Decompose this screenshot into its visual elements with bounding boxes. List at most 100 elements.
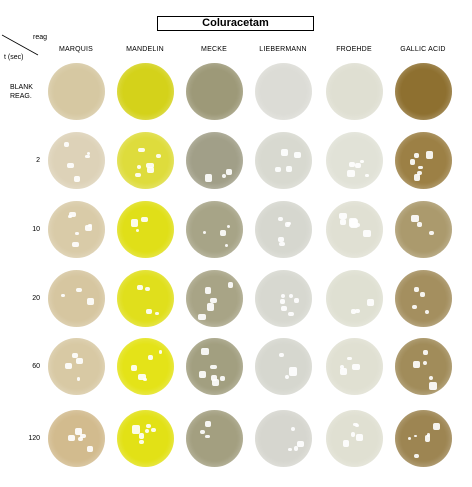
spot-well-mecke-row-4 — [186, 270, 243, 327]
residue-fleck — [131, 364, 137, 371]
residue-fleck — [66, 163, 74, 168]
spot-well-marquis-row-6 — [48, 410, 105, 467]
residue-fleck — [206, 303, 214, 311]
spot-well-mecke-row-6 — [186, 410, 243, 467]
residue-fleck — [290, 426, 296, 432]
residue-fleck — [425, 310, 429, 315]
spot-well-liebermann-row-2 — [255, 132, 312, 189]
residue-fleck — [61, 294, 65, 297]
residue-fleck — [130, 219, 138, 227]
reagent-header-gallic-acid: GALLIC ACID — [400, 46, 446, 53]
residue-fleck — [204, 286, 211, 294]
residue-fleck — [349, 218, 357, 227]
row-label-120-sec: 120 — [28, 435, 40, 442]
residue-fleck — [423, 360, 428, 365]
residue-fleck — [138, 433, 145, 440]
spot-well-marquis-row-4 — [48, 270, 105, 327]
residue-fleck — [147, 355, 153, 360]
residue-fleck — [205, 435, 210, 439]
residue-fleck — [64, 362, 73, 369]
residue-fleck — [225, 169, 232, 175]
residue-fleck — [293, 151, 301, 158]
residue-fleck — [75, 427, 82, 436]
spot-well-mecke-row-2 — [186, 132, 243, 189]
residue-fleck — [343, 440, 350, 447]
spot-well-gallic-acid-row-3 — [395, 201, 452, 258]
residue-fleck — [408, 436, 412, 440]
spot-well-marquis-row-5 — [48, 338, 105, 395]
row-label-2-sec: 2 — [36, 157, 40, 164]
row-label-10-sec: 10 — [32, 226, 40, 233]
spot-well-froehde-row-4 — [326, 270, 383, 327]
residue-fleck — [278, 236, 284, 242]
residue-fleck — [296, 441, 304, 447]
residue-fleck — [429, 381, 437, 390]
residue-fleck — [76, 288, 82, 293]
residue-fleck — [67, 435, 76, 442]
spot-well-liebermann-row-5 — [255, 338, 312, 395]
page-title: Coluracetam — [157, 16, 314, 31]
residue-fleck — [199, 429, 205, 434]
spot-well-liebermann-row-4 — [255, 270, 312, 327]
residue-fleck — [141, 217, 148, 222]
residue-fleck — [355, 433, 364, 441]
spot-well-marquis-row-2 — [48, 132, 105, 189]
residue-fleck — [78, 436, 84, 442]
residue-fleck — [354, 309, 360, 314]
residue-fleck — [425, 435, 431, 442]
spot-well-mandelin-row-5 — [117, 338, 174, 395]
spot-well-froehde-row-2 — [326, 132, 383, 189]
residue-fleck — [80, 433, 86, 438]
residue-fleck — [281, 149, 288, 156]
residue-fleck — [142, 377, 148, 381]
residue-fleck — [75, 232, 79, 236]
residue-fleck — [219, 230, 227, 237]
residue-fleck — [69, 212, 76, 218]
residue-fleck — [277, 216, 283, 222]
residue-fleck — [146, 167, 154, 173]
spot-well-froehde-row-5 — [326, 338, 383, 395]
spot-well-gallic-acid-row-4 — [395, 270, 452, 327]
spot-well-mandelin-row-6 — [117, 410, 174, 467]
residue-fleck — [413, 286, 419, 293]
residue-fleck — [340, 364, 345, 370]
residue-fleck — [414, 453, 419, 458]
residue-fleck — [73, 175, 81, 183]
residue-fleck — [429, 375, 433, 380]
spot-well-gallic-acid-row-5 — [395, 338, 452, 395]
residue-fleck — [226, 225, 230, 228]
residue-fleck — [85, 225, 93, 231]
spot-well-liebermann-row-1 — [255, 63, 312, 120]
residue-fleck — [144, 286, 151, 292]
residue-fleck — [144, 429, 150, 433]
residue-fleck — [278, 241, 286, 246]
residue-fleck — [72, 353, 79, 358]
spot-well-mandelin-row-1 — [117, 63, 174, 120]
residue-fleck — [87, 446, 93, 453]
spot-well-mandelin-row-4 — [117, 270, 174, 327]
residue-fleck — [221, 174, 226, 178]
residue-fleck — [294, 446, 299, 451]
residue-fleck — [281, 294, 285, 298]
residue-fleck — [286, 165, 293, 173]
residue-fleck — [285, 221, 291, 227]
spot-well-mecke-row-3 — [186, 201, 243, 258]
residue-fleck — [227, 281, 234, 288]
spot-well-froehde-row-1 — [326, 63, 383, 120]
spot-well-froehde-row-6 — [326, 410, 383, 467]
spot-well-marquis-row-3 — [48, 201, 105, 258]
residue-fleck — [339, 367, 347, 375]
residue-fleck — [423, 349, 429, 356]
residue-fleck — [433, 423, 440, 430]
residue-fleck — [417, 165, 424, 170]
residue-fleck — [201, 348, 209, 355]
residue-fleck — [220, 375, 226, 381]
residue-fleck — [71, 241, 80, 247]
residue-fleck — [347, 169, 355, 178]
residue-fleck — [354, 222, 361, 227]
residue-fleck — [413, 174, 420, 181]
residue-fleck — [86, 151, 90, 155]
spot-well-gallic-acid-row-1 — [395, 63, 452, 120]
reagent-header-marquis: MARQUIS — [58, 46, 94, 53]
residue-fleck — [204, 174, 213, 183]
